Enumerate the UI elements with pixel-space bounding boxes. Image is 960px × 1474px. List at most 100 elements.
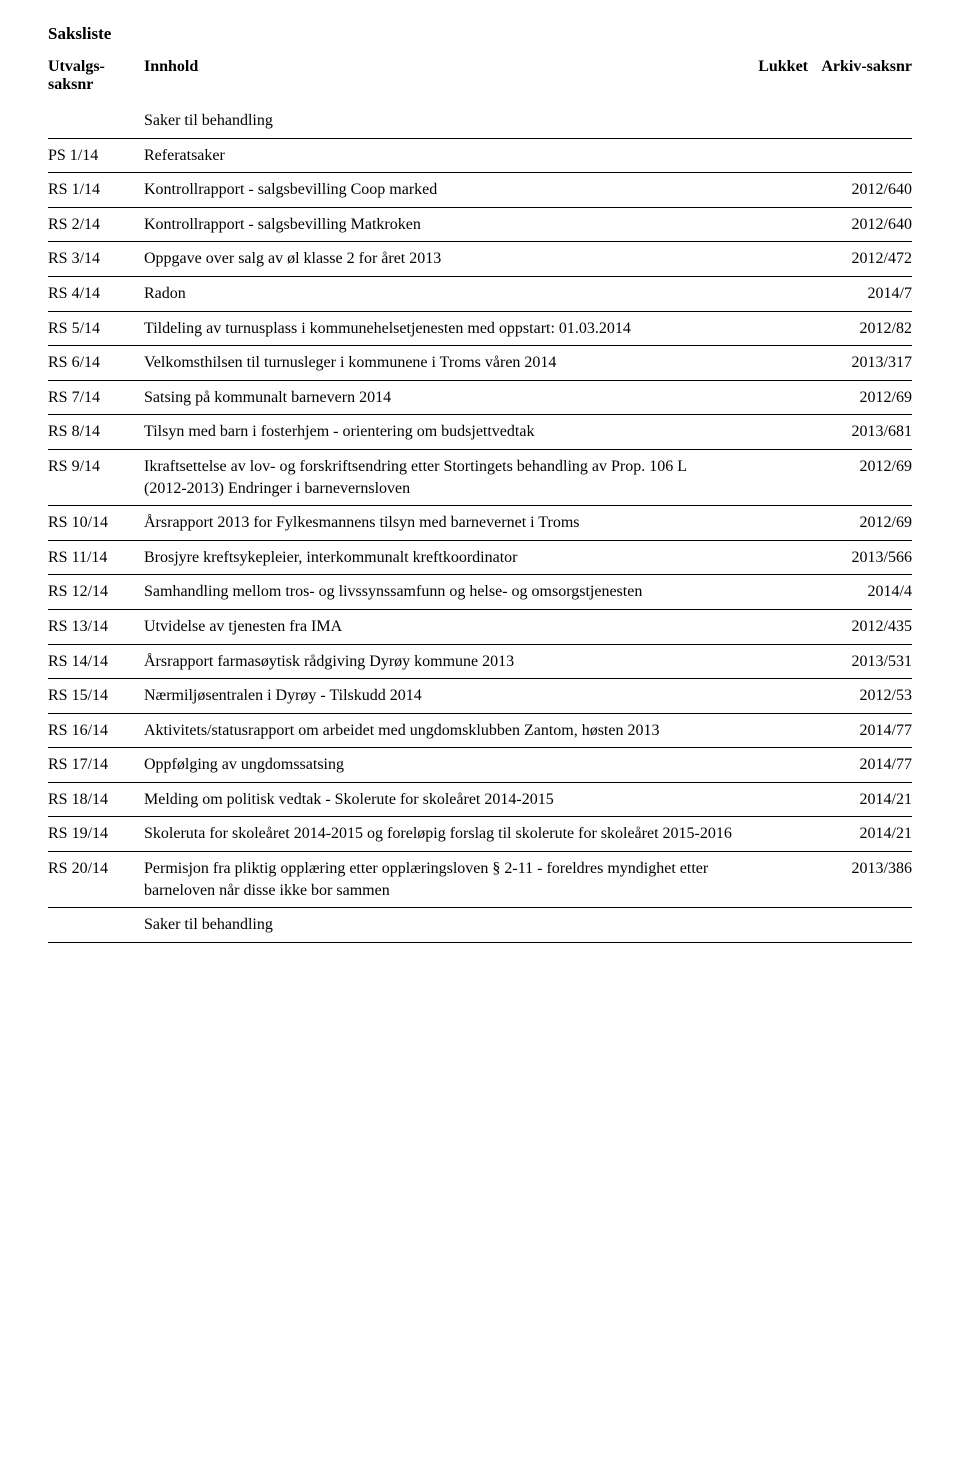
cell-innhold: Tildeling av turnusplass i kommunehelset… (144, 311, 740, 346)
cell-utvalgsnr: RS 20/14 (48, 852, 144, 908)
table-row: PS 1/14Referatsaker (48, 138, 912, 173)
cell-arkiv: 2013/531 (816, 644, 912, 679)
cell-utvalgsnr: PS 1/14 (48, 138, 144, 173)
cell-arkiv: 2014/7 (816, 276, 912, 311)
cell-arkiv: 2013/566 (816, 540, 912, 575)
cell-lukket (740, 575, 816, 610)
cell-arkiv: 2013/386 (816, 852, 912, 908)
table-row: RS 5/14Tildeling av turnusplass i kommun… (48, 311, 912, 346)
cell-innhold: Kontrollrapport - salgsbevilling Matkrok… (144, 207, 740, 242)
cell-innhold: Ikraftsettelse av lov- og forskriftsendr… (144, 449, 740, 505)
cell-lukket (740, 817, 816, 852)
cell-lukket (740, 506, 816, 541)
table-row: RS 10/14Årsrapport 2013 for Fylkesmannen… (48, 506, 912, 541)
cell (48, 104, 144, 138)
cell-arkiv: 2012/472 (816, 242, 912, 277)
cell-innhold: Tilsyn med barn i fosterhjem - orienteri… (144, 415, 740, 450)
table-row: RS 2/14Kontrollrapport - salgsbevilling … (48, 207, 912, 242)
cell-innhold: Skoleruta for skoleåret 2014-2015 og for… (144, 817, 740, 852)
cell-lukket (740, 782, 816, 817)
cell-innhold: Utvidelse av tjenesten fra IMA (144, 609, 740, 644)
cell-utvalgsnr: RS 4/14 (48, 276, 144, 311)
col-header-innhold: Innhold (144, 54, 740, 104)
cell-arkiv: 2013/317 (816, 346, 912, 381)
cell-utvalgsnr: RS 9/14 (48, 449, 144, 505)
cell-innhold: Brosjyre kreftsykepleier, interkommunalt… (144, 540, 740, 575)
cell (740, 104, 816, 138)
cell (816, 104, 912, 138)
saksliste-table: Utvalgs-saksnr Innhold Lukket Arkiv-saks… (48, 54, 912, 943)
table-row: RS 16/14Aktivitets/statusrapport om arbe… (48, 713, 912, 748)
table-row: RS 7/14Satsing på kommunalt barnevern 20… (48, 380, 912, 415)
cell-arkiv: 2012/69 (816, 380, 912, 415)
cell-utvalgsnr: RS 5/14 (48, 311, 144, 346)
table-row: RS 20/14Permisjon fra pliktig opplæring … (48, 852, 912, 908)
table-row: RS 6/14Velkomsthilsen til turnusleger i … (48, 346, 912, 381)
table-section-row: Saker til behandling (48, 104, 912, 138)
cell-utvalgsnr: RS 18/14 (48, 782, 144, 817)
cell-utvalgsnr: RS 16/14 (48, 713, 144, 748)
cell-lukket (740, 449, 816, 505)
section-label: Saker til behandling (144, 104, 740, 138)
cell-utvalgsnr: RS 11/14 (48, 540, 144, 575)
table-row: RS 19/14Skoleruta for skoleåret 2014-201… (48, 817, 912, 852)
table-row: RS 13/14Utvidelse av tjenesten fra IMA20… (48, 609, 912, 644)
cell-arkiv: 2012/640 (816, 207, 912, 242)
table-row: RS 15/14Nærmiljøsentralen i Dyrøy - Tils… (48, 679, 912, 714)
cell-innhold: Kontrollrapport - salgsbevilling Coop ma… (144, 173, 740, 208)
col-header-arkiv: Arkiv-saksnr (816, 54, 912, 104)
cell-lukket (740, 415, 816, 450)
table-row: RS 14/14Årsrapport farmasøytisk rådgivin… (48, 644, 912, 679)
cell-arkiv: 2014/21 (816, 782, 912, 817)
table-row: RS 1/14Kontrollrapport - salgsbevilling … (48, 173, 912, 208)
cell-arkiv: 2012/640 (816, 173, 912, 208)
table-row: RS 4/14Radon2014/7 (48, 276, 912, 311)
cell-lukket (740, 380, 816, 415)
cell-utvalgsnr: RS 15/14 (48, 679, 144, 714)
cell-arkiv: 2014/77 (816, 748, 912, 783)
table-row: RS 18/14Melding om politisk vedtak - Sko… (48, 782, 912, 817)
cell-utvalgsnr: RS 12/14 (48, 575, 144, 610)
cell-utvalgsnr: RS 17/14 (48, 748, 144, 783)
cell-arkiv: 2014/4 (816, 575, 912, 610)
cell-utvalgsnr: RS 10/14 (48, 506, 144, 541)
cell-arkiv: 2012/82 (816, 311, 912, 346)
cell-lukket (740, 276, 816, 311)
cell-innhold: Melding om politisk vedtak - Skolerute f… (144, 782, 740, 817)
cell-utvalgsnr: RS 7/14 (48, 380, 144, 415)
cell (816, 908, 912, 943)
table-row: RS 3/14Oppgave over salg av øl klasse 2 … (48, 242, 912, 277)
cell (740, 908, 816, 943)
cell-utvalgsnr: RS 3/14 (48, 242, 144, 277)
cell-innhold: Referatsaker (144, 138, 740, 173)
cell-utvalgsnr: RS 1/14 (48, 173, 144, 208)
cell-lukket (740, 644, 816, 679)
cell-lukket (740, 346, 816, 381)
cell-lukket (740, 679, 816, 714)
cell-utvalgsnr: RS 19/14 (48, 817, 144, 852)
cell-innhold: Årsrapport farmasøytisk rådgiving Dyrøy … (144, 644, 740, 679)
cell-utvalgsnr: RS 8/14 (48, 415, 144, 450)
cell-arkiv: 2012/53 (816, 679, 912, 714)
cell-innhold: Velkomsthilsen til turnusleger i kommune… (144, 346, 740, 381)
cell-innhold: Permisjon fra pliktig opplæring etter op… (144, 852, 740, 908)
col-header-utvalgs: Utvalgs-saksnr (48, 54, 144, 104)
cell-innhold: Årsrapport 2013 for Fylkesmannens tilsyn… (144, 506, 740, 541)
cell-arkiv: 2012/69 (816, 449, 912, 505)
cell-innhold: Aktivitets/statusrapport om arbeidet med… (144, 713, 740, 748)
cell-utvalgsnr: RS 14/14 (48, 644, 144, 679)
cell-arkiv: 2014/77 (816, 713, 912, 748)
cell-innhold: Nærmiljøsentralen i Dyrøy - Tilskudd 201… (144, 679, 740, 714)
page-title: Saksliste (48, 24, 912, 44)
cell-innhold: Samhandling mellom tros- og livssynssamf… (144, 575, 740, 610)
cell-innhold: Oppgave over salg av øl klasse 2 for åre… (144, 242, 740, 277)
table-row: RS 8/14Tilsyn med barn i fosterhjem - or… (48, 415, 912, 450)
cell-utvalgsnr: RS 6/14 (48, 346, 144, 381)
cell-lukket (740, 311, 816, 346)
cell-arkiv: 2014/21 (816, 817, 912, 852)
cell-lukket (740, 138, 816, 173)
cell-lukket (740, 852, 816, 908)
cell-lukket (740, 609, 816, 644)
col-header-lukket: Lukket (740, 54, 816, 104)
cell-innhold: Satsing på kommunalt barnevern 2014 (144, 380, 740, 415)
